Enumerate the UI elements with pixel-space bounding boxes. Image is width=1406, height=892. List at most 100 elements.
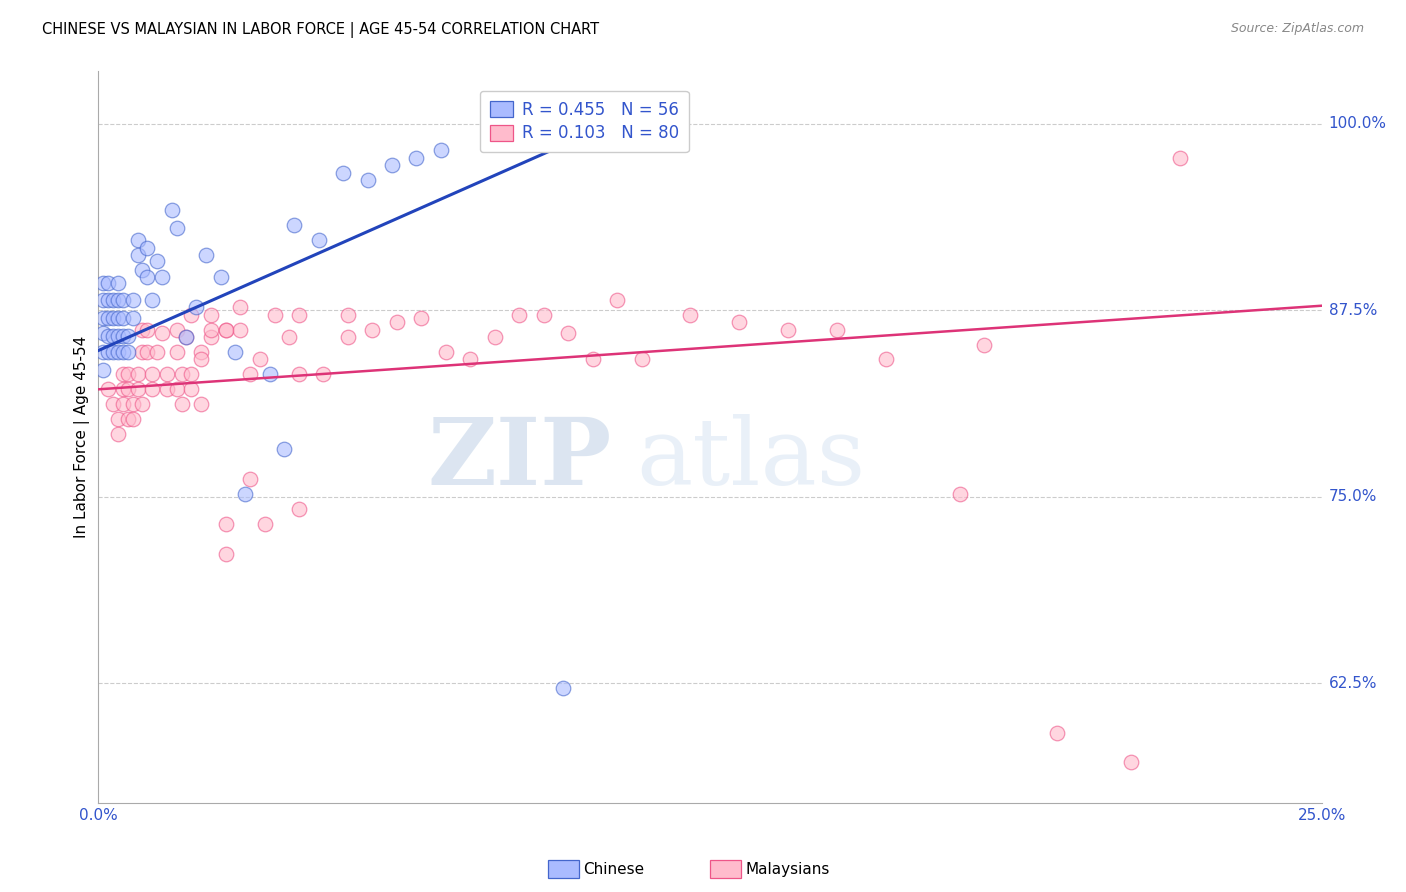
Point — [91, 293, 114, 307]
Point — [1119, 756, 1142, 770]
Point — [150, 270, 173, 285]
Point — [209, 270, 232, 285]
Point — [136, 323, 159, 337]
Point — [679, 308, 702, 322]
Point — [127, 382, 149, 396]
Point — [166, 323, 188, 337]
Point — [356, 173, 378, 187]
Point — [107, 412, 129, 426]
Point — [973, 337, 995, 351]
Point — [117, 382, 139, 396]
Point — [146, 254, 169, 268]
Point — [273, 442, 295, 456]
Point — [111, 310, 134, 325]
Point — [283, 218, 305, 232]
Point — [430, 144, 453, 158]
Point — [253, 516, 276, 531]
Point — [117, 328, 139, 343]
Point — [111, 345, 134, 359]
Point — [229, 300, 252, 314]
Point — [141, 293, 163, 307]
Point — [176, 330, 198, 344]
Text: Source: ZipAtlas.com: Source: ZipAtlas.com — [1230, 22, 1364, 36]
Point — [131, 397, 153, 411]
Point — [91, 363, 114, 377]
Point — [176, 330, 198, 344]
Point — [107, 277, 129, 291]
Point — [160, 203, 183, 218]
Point — [121, 412, 143, 426]
Point — [107, 328, 129, 343]
Point — [136, 270, 159, 285]
Point — [156, 382, 179, 396]
Y-axis label: In Labor Force | Age 45-54: In Labor Force | Age 45-54 — [75, 336, 90, 538]
Point — [121, 293, 143, 307]
Point — [111, 293, 134, 307]
Point — [156, 368, 179, 382]
Point — [97, 382, 120, 396]
Point — [308, 233, 330, 247]
Text: 75.0%: 75.0% — [1329, 490, 1376, 504]
Point — [141, 368, 163, 382]
Text: atlas: atlas — [637, 414, 866, 504]
Point — [249, 352, 271, 367]
Point — [508, 308, 530, 322]
Point — [728, 315, 751, 329]
Point — [600, 113, 623, 128]
Point — [107, 293, 129, 307]
Point — [97, 345, 120, 359]
Point — [127, 368, 149, 382]
Point — [190, 397, 212, 411]
Point — [111, 328, 134, 343]
Point — [190, 352, 212, 367]
Point — [233, 487, 256, 501]
Point — [141, 382, 163, 396]
Point — [336, 330, 359, 344]
Point — [180, 308, 202, 322]
Point — [553, 681, 575, 695]
Point — [111, 382, 134, 396]
Text: CHINESE VS MALAYSIAN IN LABOR FORCE | AGE 45-54 CORRELATION CHART: CHINESE VS MALAYSIAN IN LABOR FORCE | AG… — [42, 22, 599, 38]
Point — [875, 352, 897, 367]
Point — [117, 412, 139, 426]
Point — [186, 300, 208, 314]
Point — [214, 547, 236, 561]
Point — [385, 315, 408, 329]
Point — [117, 368, 139, 382]
Point — [97, 310, 120, 325]
Point — [557, 326, 579, 340]
Point — [484, 330, 506, 344]
Point — [332, 166, 354, 180]
Point — [458, 352, 481, 367]
Point — [121, 310, 143, 325]
Point — [111, 397, 134, 411]
Point — [101, 310, 124, 325]
Point — [214, 323, 236, 337]
Point — [224, 345, 246, 359]
Point — [91, 326, 114, 340]
Text: 100.0%: 100.0% — [1329, 116, 1386, 131]
Point — [361, 323, 384, 337]
Point — [107, 310, 129, 325]
Point — [825, 323, 848, 337]
Point — [1046, 725, 1069, 739]
Point — [581, 352, 603, 367]
Point — [214, 323, 236, 337]
Point — [101, 293, 124, 307]
Point — [107, 427, 129, 442]
Point — [170, 397, 193, 411]
Point — [288, 368, 311, 382]
Point — [97, 293, 120, 307]
Text: Chinese: Chinese — [583, 863, 644, 877]
Point — [229, 323, 252, 337]
Text: 62.5%: 62.5% — [1329, 676, 1376, 691]
Point — [606, 293, 628, 307]
Point — [101, 328, 124, 343]
Point — [111, 368, 134, 382]
Point — [214, 516, 236, 531]
Point — [146, 345, 169, 359]
Point — [259, 368, 281, 382]
Point — [180, 382, 202, 396]
Point — [166, 221, 188, 235]
Point — [107, 345, 129, 359]
